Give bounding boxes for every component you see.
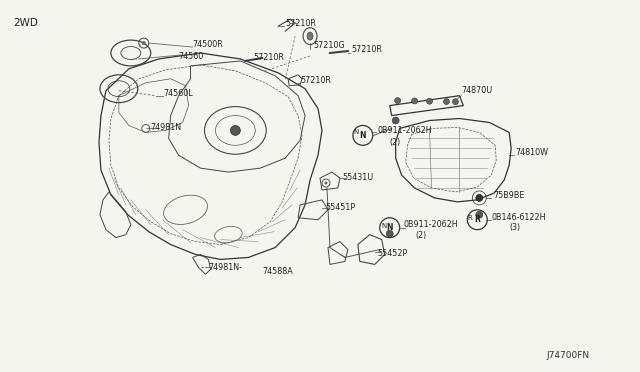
Text: 57210R: 57210R — [253, 54, 284, 62]
Text: N: N — [381, 223, 387, 229]
Text: N: N — [354, 129, 359, 135]
Text: 0B146-6122H: 0B146-6122H — [492, 213, 546, 222]
Text: 74560L: 74560L — [164, 89, 193, 98]
Text: 74560: 74560 — [179, 52, 204, 61]
Circle shape — [476, 195, 483, 201]
Text: 57210R: 57210R — [352, 45, 383, 54]
Text: 74981N-: 74981N- — [209, 263, 243, 272]
Circle shape — [395, 97, 401, 103]
Circle shape — [476, 211, 483, 218]
Text: R: R — [474, 215, 480, 224]
Text: 2WD: 2WD — [13, 18, 38, 28]
Text: 55431U: 55431U — [342, 173, 373, 182]
Text: (2): (2) — [415, 231, 427, 240]
Text: 74588A: 74588A — [262, 267, 293, 276]
Text: 57210R: 57210R — [285, 19, 316, 28]
Text: J74700FN: J74700FN — [546, 351, 589, 360]
Circle shape — [452, 99, 458, 105]
Circle shape — [444, 99, 449, 105]
Text: 57210R: 57210R — [300, 76, 331, 85]
Text: 55452P: 55452P — [378, 249, 408, 258]
Text: 74810W: 74810W — [515, 148, 548, 157]
Text: 74870U: 74870U — [461, 86, 493, 95]
Text: 0B911-2062H: 0B911-2062H — [404, 220, 458, 229]
Text: 57210G: 57210G — [313, 41, 345, 49]
Circle shape — [412, 98, 417, 104]
Text: (3): (3) — [509, 223, 520, 232]
Text: 75B9BE: 75B9BE — [493, 192, 525, 201]
Circle shape — [426, 98, 433, 104]
Text: R: R — [467, 215, 472, 221]
Text: 0B911-2062H: 0B911-2062H — [378, 126, 433, 135]
Text: 74500R: 74500R — [193, 39, 223, 49]
Text: (2): (2) — [390, 138, 401, 147]
Circle shape — [324, 182, 328, 185]
Text: N: N — [360, 131, 366, 140]
Text: 55451P: 55451P — [325, 203, 355, 212]
Circle shape — [230, 125, 241, 135]
Circle shape — [142, 41, 146, 45]
Ellipse shape — [307, 32, 313, 40]
Circle shape — [392, 117, 399, 124]
Text: N: N — [387, 223, 393, 232]
Circle shape — [386, 230, 393, 237]
Text: 74981N: 74981N — [151, 123, 182, 132]
